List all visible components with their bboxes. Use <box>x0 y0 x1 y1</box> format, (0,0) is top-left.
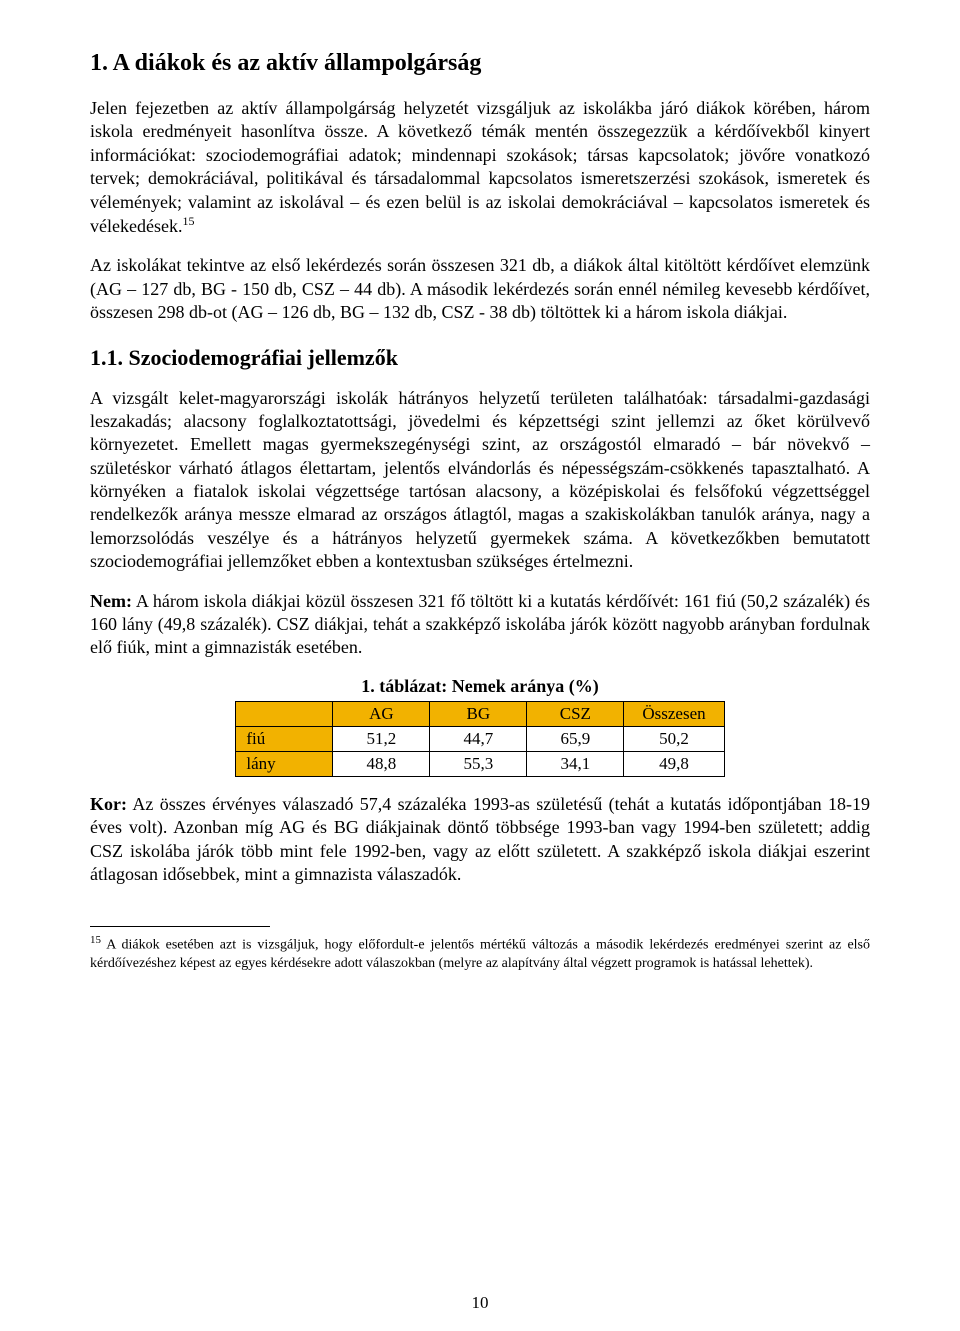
heading-1: 1. A diákok és az aktív állampolgárság <box>90 50 870 77</box>
footnote-number: 15 <box>90 934 101 946</box>
table-header: BG <box>430 701 527 726</box>
footnote-text: A diákok esetében azt is vizsgáljuk, hog… <box>90 938 870 971</box>
gender-ratio-table: AG BG CSZ Összesen fiú 51,2 44,7 65,9 50… <box>235 701 724 777</box>
table-corner-cell <box>236 701 333 726</box>
table-header: CSZ <box>527 701 624 726</box>
paragraph-5: Kor: Az összes érvényes válaszadó 57,4 s… <box>90 793 870 887</box>
footnote-separator <box>90 926 270 927</box>
table-cell: 48,8 <box>333 751 430 776</box>
paragraph-4: Nem: A három iskola diákjai közül összes… <box>90 590 870 660</box>
paragraph-5-lead: Kor: <box>90 794 127 814</box>
footnote-15: 15 A diákok esetében azt is vizsgáljuk, … <box>90 933 870 973</box>
table-row-label: fiú <box>236 726 333 751</box>
table-row: fiú 51,2 44,7 65,9 50,2 <box>236 726 724 751</box>
table-header-row: AG BG CSZ Összesen <box>236 701 724 726</box>
table-cell: 50,2 <box>624 726 724 751</box>
paragraph-4-lead: Nem: <box>90 591 132 611</box>
paragraph-1: Jelen fejezetben az aktív állampolgárság… <box>90 97 870 238</box>
table-cell: 65,9 <box>527 726 624 751</box>
paragraph-4-text: A három iskola diákjai közül összesen 32… <box>90 591 870 658</box>
table-row: lány 48,8 55,3 34,1 49,8 <box>236 751 724 776</box>
table-cell: 51,2 <box>333 726 430 751</box>
heading-2: 1.1. Szociodemográfiai jellemzők <box>90 345 870 371</box>
page-number: 10 <box>0 1293 960 1313</box>
paragraph-1-text: Jelen fejezetben az aktív állampolgárság… <box>90 98 870 236</box>
table-header: AG <box>333 701 430 726</box>
table-caption: 1. táblázat: Nemek aránya (%) <box>90 676 870 697</box>
table-row-label: lány <box>236 751 333 776</box>
paragraph-5-text: Az összes érvényes válaszadó 57,4 százal… <box>90 794 870 884</box>
table-header: Összesen <box>624 701 724 726</box>
paragraph-3: A vizsgált kelet-magyarországi iskolák h… <box>90 387 870 574</box>
footnote-ref-15: 15 <box>182 214 194 228</box>
table-cell: 44,7 <box>430 726 527 751</box>
paragraph-2: Az iskolákat tekintve az első lekérdezés… <box>90 254 870 324</box>
table-cell: 55,3 <box>430 751 527 776</box>
table-cell: 34,1 <box>527 751 624 776</box>
page: 1. A diákok és az aktív állampolgárság J… <box>0 0 960 1331</box>
table-cell: 49,8 <box>624 751 724 776</box>
